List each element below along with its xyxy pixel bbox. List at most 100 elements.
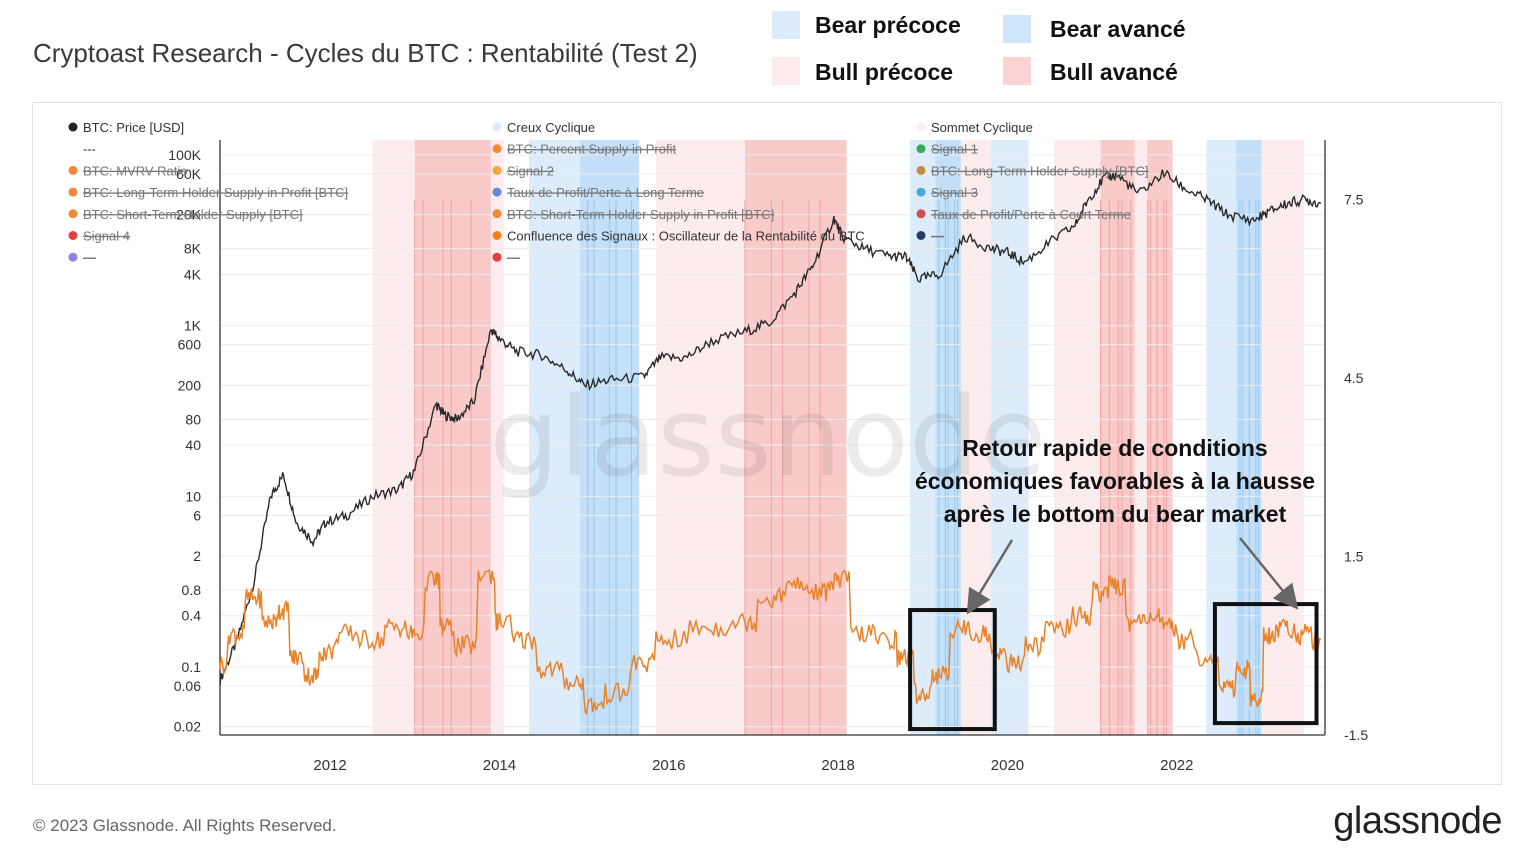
annotation-line-3: après le bottom du bear market — [943, 501, 1287, 527]
annotation-line-2: économiques favorables à la hausse — [914, 468, 1316, 494]
y-right-tick-label: 7.5 — [1344, 192, 1364, 208]
y-left-tick-label: 0.8 — [182, 582, 202, 598]
annotation-arrow-right — [1239, 537, 1299, 610]
legend-marker — [68, 187, 78, 197]
y-left-tick-label: 0.02 — [174, 719, 201, 735]
legend-marker — [916, 187, 926, 197]
legend-label: Creux Cyclique — [507, 120, 595, 135]
page-title: Cryptoast Research - Cycles du BTC : Ren… — [33, 38, 698, 68]
legend-marker — [492, 144, 502, 154]
y-left-tick-label: 8K — [184, 241, 202, 257]
highlight-box — [1212, 602, 1319, 726]
phase-band-bear-early — [529, 140, 580, 735]
bear-early-label: Bear précoce — [815, 12, 961, 38]
legend-marker — [492, 122, 502, 132]
bull-late-swatch — [1003, 57, 1031, 85]
legend-marker — [68, 252, 78, 262]
y-left-tick-label: 4K — [184, 266, 202, 282]
x-tick-label: 2022 — [1160, 757, 1193, 774]
phase-bands — [372, 140, 1304, 735]
legend-marker — [916, 144, 926, 154]
legend-label: Signal 3 — [931, 185, 978, 200]
legend-marker — [916, 165, 926, 175]
y-left-tick-label: 60K — [176, 166, 202, 182]
legend-label: BTC: Long-Term Holder Supply in Profit [… — [83, 185, 348, 200]
legend-marker — [492, 209, 502, 219]
y-left-tick-label: 20K — [176, 207, 202, 223]
axes: 100K 60K 20K 8K 4K 1K 600 200 80 40 10 6 2 0.8 0.4 0.1 0… — [168, 140, 1368, 774]
legend-label: --- — [507, 250, 520, 265]
y-left-tick-label: 6 — [193, 507, 201, 523]
legend-label: Sommet Cyclique — [931, 120, 1033, 135]
bull-early-label: Bull précoce — [815, 59, 954, 85]
phase-band-bull-late — [414, 140, 491, 735]
grid-lines — [220, 154, 1325, 728]
y-left-tick-label: 1K — [184, 318, 202, 334]
phase-band-bull-late — [1100, 140, 1135, 735]
brand-logo: glassnode — [1333, 800, 1502, 842]
legend-label: Taux de Profit/Perte à Court Terme — [931, 207, 1131, 222]
y-left-tick-label: 600 — [178, 337, 202, 353]
chart-legend: BTC: Price [USD] --- BTC: MVRV Ratio BTC: L… — [68, 120, 1148, 265]
legend-label: --- — [931, 229, 944, 244]
legend-label: --- — [83, 250, 96, 265]
legend-marker — [916, 231, 926, 240]
legend-label: BTC: Percent Supply in Profit — [507, 142, 676, 157]
legend-label: BTC: Short-Term Holder Supply [BTC] — [83, 207, 303, 222]
bear-early-swatch — [772, 11, 800, 39]
x-tick-label: 2018 — [821, 757, 854, 774]
legend-label: Signal 2 — [507, 163, 554, 178]
legend-marker — [492, 252, 502, 262]
legend-label: BTC: MVRV Ratio — [83, 163, 188, 178]
legend-marker — [68, 209, 78, 219]
chart-frame — [32, 102, 1502, 785]
y-left-tick-label: 200 — [178, 377, 202, 393]
legend-marker — [68, 165, 78, 175]
copyright: © 2023 Glassnode. All Rights Reserved. — [33, 816, 337, 835]
y-left-tick-label: 0.06 — [174, 678, 201, 694]
x-tick-label: 2012 — [313, 757, 346, 774]
phase-band-bull-late — [1147, 140, 1173, 735]
highlight-box — [908, 608, 997, 732]
legend-label: Taux de Profit/Perte à Long Terme — [507, 185, 704, 200]
profitability-oscillator-line — [219, 568, 1322, 716]
bear-late-swatch — [1003, 15, 1031, 43]
legend-marker — [492, 231, 502, 240]
y-left-tick-label: 10 — [185, 488, 201, 504]
phase-band-bull-early — [1134, 140, 1148, 735]
y-right-tick-label: 4.5 — [1344, 370, 1364, 386]
phase-band-bull-early — [656, 140, 745, 735]
bull-late-label: Bull avancé — [1050, 59, 1178, 85]
highlight-boxes — [908, 602, 1319, 732]
y-left-tick-label: 40 — [185, 437, 201, 453]
y-left-tick-label: 0.4 — [182, 608, 202, 624]
phase-band-bear-early — [1206, 140, 1237, 735]
y-right-tick-label: -1.5 — [1344, 727, 1368, 743]
y-right-tick-label: 1.5 — [1344, 549, 1364, 565]
phase-band-bull-late — [744, 140, 847, 735]
legend-marker — [492, 187, 502, 197]
legend-label: BTC: Price [USD] — [83, 120, 184, 135]
y-left-tick-label: 100K — [168, 147, 201, 163]
y-left-tick-label: 80 — [185, 411, 201, 427]
bull-early-swatch — [772, 57, 800, 85]
legend-label: Confluence des Signaux : Oscillateur de … — [507, 229, 865, 244]
x-tick-label: 2020 — [991, 757, 1024, 774]
legend-marker — [492, 165, 502, 175]
annotation-arrow-left — [966, 539, 1014, 615]
y-left-tick-label: 2 — [193, 548, 201, 564]
legend-label: Signal 1 — [931, 142, 978, 157]
legend-label: BTC: Long-Term Holder Supply [BTC] — [931, 163, 1148, 178]
legend-marker — [916, 209, 926, 219]
btc-price-line — [219, 169, 1322, 686]
x-tick-label: 2014 — [483, 757, 516, 774]
legend-label: --- — [83, 142, 96, 157]
watermark: glassnode — [490, 373, 1047, 501]
legend-marker — [916, 122, 926, 132]
y-left-tick-label: 0.1 — [182, 659, 202, 675]
bear-late-label: Bear avancé — [1050, 16, 1186, 42]
annotation-text: Retour rapide de conditions économiques … — [905, 432, 1325, 531]
legend-label: Signal 4 — [83, 229, 130, 244]
x-tick-label: 2016 — [652, 757, 685, 774]
